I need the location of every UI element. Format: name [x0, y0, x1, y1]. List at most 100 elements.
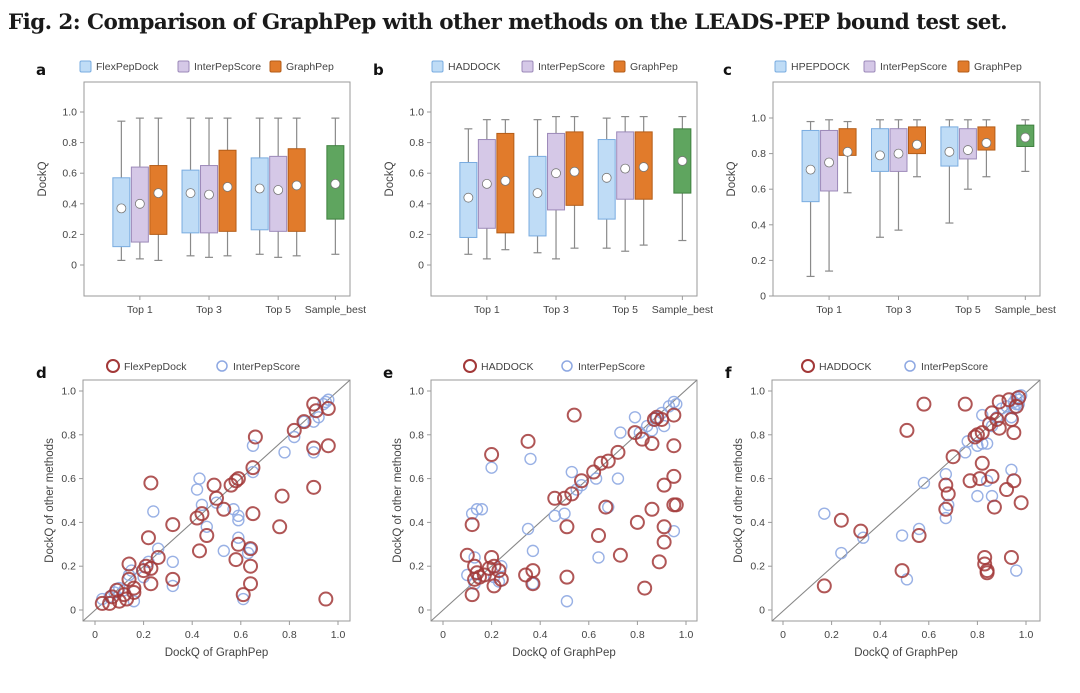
- panel-letter-e: e: [383, 364, 393, 382]
- mean-marker: [463, 192, 474, 203]
- data-point: [644, 436, 660, 452]
- data-point: [143, 475, 159, 491]
- box-c-top-1-graphpep: [838, 120, 857, 194]
- legend-swatch-interpepscore: [863, 60, 876, 73]
- legend-marker-interpepscore: [904, 360, 916, 372]
- box-a-top-5-graphpep: [287, 117, 306, 257]
- data-point: [651, 554, 667, 570]
- y-tick-label: 1.0: [409, 386, 424, 398]
- data-point: [190, 483, 204, 496]
- x-tick-label: 0.8: [630, 629, 645, 641]
- y-tick-label: 0.8: [62, 137, 77, 149]
- y-tick-label: 0.2: [409, 229, 424, 241]
- data-point: [306, 440, 322, 456]
- legend-marker-haddock: [801, 359, 815, 373]
- legend-label: GraphPep: [630, 61, 678, 73]
- y-axis-title: DockQ: [384, 161, 396, 196]
- data-point: [559, 569, 575, 585]
- mean-marker: [204, 189, 214, 200]
- data-point: [999, 482, 1015, 498]
- data-point: [199, 528, 215, 544]
- data-point: [980, 474, 994, 487]
- scatter-panel-d: d FlexPepDock InterPepScore 0 0.2 0.4 0.6 0.8 1.…: [36, 359, 351, 659]
- x-tick-label: 0.4: [533, 629, 548, 641]
- data-point: [475, 503, 489, 516]
- data-point: [228, 473, 244, 489]
- data-point: [126, 580, 142, 596]
- box-a-top-3-graphpep: [218, 117, 237, 257]
- mean-marker: [134, 198, 145, 209]
- data-point: [191, 543, 207, 559]
- data-point: [306, 396, 322, 412]
- legend-swatch-hpepdock: [774, 60, 787, 73]
- iqr-box: [870, 128, 889, 172]
- plot-frame: [771, 379, 1041, 622]
- data-point: [646, 411, 662, 427]
- data-point: [565, 465, 578, 479]
- mean-marker: [330, 179, 341, 189]
- plot-frame: [83, 81, 351, 297]
- data-point: [189, 510, 205, 526]
- data-point: [274, 488, 290, 504]
- y-tick-label: 0.8: [409, 429, 424, 441]
- data-point: [243, 541, 259, 557]
- x-tick-label: Top 5: [612, 304, 638, 316]
- legend-label: InterPepScore: [538, 61, 605, 73]
- data-point: [1008, 398, 1024, 414]
- data-point: [232, 509, 245, 523]
- legend-swatch-interpepscore: [521, 60, 534, 73]
- y-tick-label: 0.2: [61, 561, 76, 573]
- data-point: [245, 506, 261, 522]
- data-point: [656, 534, 672, 550]
- mean-marker: [116, 203, 127, 214]
- mean-marker: [620, 163, 631, 174]
- data-point: [971, 489, 984, 503]
- x-tick-label: 0: [92, 629, 98, 641]
- data-point: [525, 576, 541, 592]
- data-point: [194, 506, 210, 522]
- iqr-box: [250, 157, 269, 231]
- x-tick-label: 0.2: [484, 629, 499, 641]
- legend-label: InterPepScore: [921, 361, 988, 373]
- box-b-top-1-graphpep: [496, 119, 515, 251]
- boxplot-panel-c: c HPEPDOCK InterPepScore GraphPep 0 0.2 0.4 0.6…: [723, 60, 1056, 316]
- x-tick-label: 1.0: [331, 629, 346, 641]
- data-point: [938, 477, 954, 493]
- x-tick-label: Sample_best: [305, 304, 366, 316]
- plot-frame: [430, 379, 698, 622]
- data-point: [984, 468, 1000, 484]
- data-point: [974, 425, 990, 441]
- data-point: [957, 396, 973, 412]
- y-tick-label: 0.2: [750, 561, 765, 573]
- x-tick-label: Top 1: [474, 304, 500, 316]
- data-point: [818, 507, 831, 520]
- y-tick-label: 0: [418, 260, 424, 272]
- data-point: [629, 514, 645, 530]
- data-point: [126, 584, 142, 600]
- box-b-top-3-graphpep: [565, 115, 584, 249]
- data-point: [493, 571, 509, 587]
- data-point: [217, 544, 230, 558]
- panel-letter-b: b: [373, 61, 384, 79]
- data-point: [666, 407, 682, 423]
- y-tick-label: 0.6: [409, 473, 424, 485]
- iqr-box: [181, 169, 200, 234]
- figure-title: Fig. 2: Comparison of GraphPep with othe…: [8, 10, 1008, 35]
- data-point: [235, 587, 251, 603]
- mean-marker: [805, 164, 816, 175]
- data-point: [484, 447, 500, 463]
- data-point: [612, 547, 628, 563]
- data-point: [967, 429, 983, 445]
- data-point: [667, 395, 681, 409]
- legend-label: HPEPDOCK: [791, 61, 850, 73]
- y-tick-label: 0.6: [61, 473, 76, 485]
- x-tick-label: 0.8: [282, 629, 297, 641]
- data-point: [939, 468, 953, 481]
- plot-frame: [82, 379, 351, 622]
- legend-label: InterPepScore: [194, 61, 261, 73]
- data-point: [151, 542, 165, 555]
- panel-letter-f: f: [725, 364, 732, 382]
- mean-marker: [551, 168, 561, 179]
- data-point: [628, 411, 642, 424]
